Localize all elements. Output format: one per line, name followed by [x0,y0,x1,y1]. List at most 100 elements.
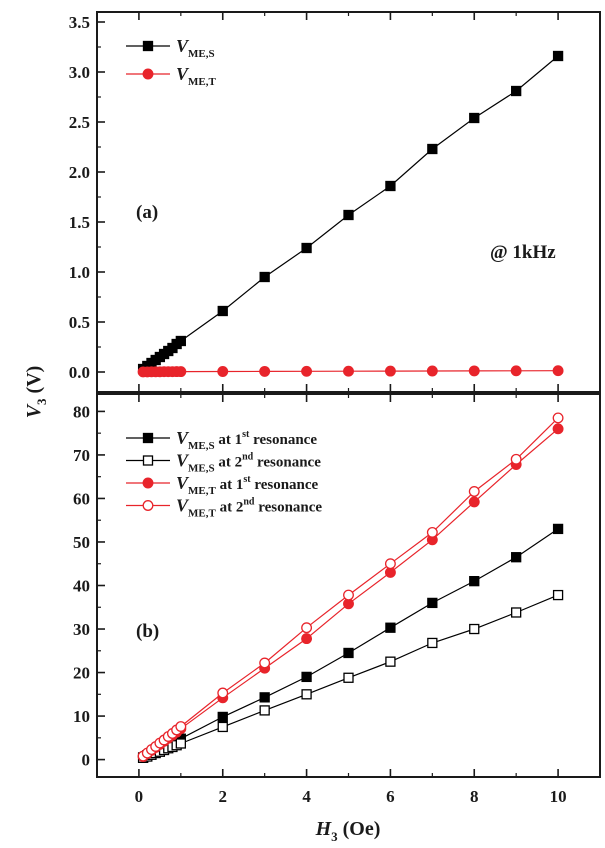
data-point [510,453,522,465]
y-axis-title: V3 (V) [23,366,49,419]
legend-entry: VME,T at 1st resonance [126,473,319,497]
series-1 [137,50,564,375]
x-tick-label: 2 [219,787,228,806]
data-point [175,366,187,378]
panel-label: (a) [136,202,158,223]
legend-marker [142,455,154,466]
legend-label: VME,S at 2nd resonance [176,451,321,475]
y-tick-label: 1.0 [69,263,90,282]
data-point [468,496,480,508]
legend-marker [142,477,154,489]
data-point [301,689,312,700]
y-tick-label: 1.5 [69,213,90,232]
x-tick-label: 6 [386,787,395,806]
data-point [343,209,354,221]
panel-label: (b) [136,621,159,642]
data-point [259,271,270,283]
y-tick-label: 70 [73,446,90,465]
legend-marker [142,432,154,444]
axis-titles: V3 (V) H3 (Oe) [23,366,380,844]
data-point [468,365,480,377]
legend-entry: VME,S at 1st resonance [126,428,317,452]
x-tick-label: 10 [550,787,567,806]
legend-entry: VME,S [126,36,215,60]
x-tick-label: 4 [302,787,311,806]
data-point [469,623,480,635]
data-point [426,526,438,538]
y-tick-label: 10 [73,707,90,726]
data-point [259,692,270,703]
data-point [552,412,564,424]
data-point [301,633,313,645]
data-point [259,657,271,669]
data-point [301,671,312,683]
y-tick-label: 30 [73,620,90,639]
legend-marker [142,500,154,511]
data-point [384,365,396,377]
data-point [384,558,396,570]
plot-frame [96,11,601,393]
data-point [385,180,396,192]
data-point [259,365,271,377]
legend-entry: VME,T [126,64,216,88]
data-point [217,687,229,699]
frequency-annotation: @ 1kHz [490,242,556,263]
series-line [142,528,559,758]
data-point [343,672,354,683]
legend-label: VME,T at 2nd resonance [176,496,322,520]
panel-a: 0.0 0.5 1.0 1.5 2.0 2.5 3.0 3.5 VME,S VME,T (a) @ 1… [69,11,601,393]
y-tick-label: 0.5 [69,313,90,332]
data-point [301,622,313,634]
legend-marker [142,40,154,52]
legend-label: VME,S at 1st resonance [176,428,317,452]
y-tick-label: 0 [82,751,91,770]
y-tick-label: 80 [73,402,90,421]
legend-marker [142,68,154,80]
series-1 [137,523,564,763]
legend-label: VME,T [176,64,216,88]
y-tick-label: 3.5 [69,13,90,32]
data-point [552,50,564,62]
data-point [343,647,354,659]
data-point [552,523,564,535]
data-point [511,607,522,618]
y-tick-label: 2.0 [69,163,90,182]
data-point [343,365,354,377]
data-point [343,589,354,601]
y-tick-label: 40 [73,577,90,596]
data-point [385,656,396,667]
data-point [175,738,186,749]
data-point [301,365,313,377]
data-point [259,705,270,716]
data-point [552,365,564,377]
data-point [511,85,522,97]
y-tick-label: 2.5 [69,113,90,132]
legend-entry: VME,T at 2nd resonance [126,496,322,520]
data-point [552,589,564,601]
data-point [427,143,438,155]
data-point [217,305,228,317]
data-point [469,575,480,587]
data-point [175,335,186,347]
data-point [468,486,480,497]
legend: VME,S VME,T [126,36,216,88]
y-tick-label: 60 [73,489,90,508]
panel-b: 0 10 20 30 40 50 60 70 80 0 2 4 6 8 10 VME,S at 1st res… [73,393,601,806]
data-point [427,637,438,649]
y-tick-label: 3.0 [69,63,90,82]
data-point [217,721,228,733]
legend-label: VME,S [176,36,215,60]
series-2 [137,365,564,378]
data-point [426,365,438,377]
x-axis-title: H3 (Oe) [315,818,381,844]
data-point [175,721,187,732]
series-4 [137,412,564,762]
series-2 [137,589,564,763]
x-tick-label: 0 [135,787,144,806]
y-tick-label: 20 [73,664,90,683]
x-tick-label: 8 [470,787,479,806]
data-point [217,366,229,377]
data-point [427,597,438,609]
